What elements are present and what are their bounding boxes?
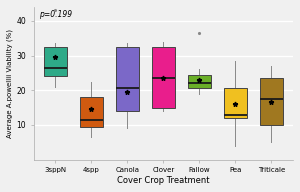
- Bar: [188, 75, 211, 89]
- Bar: [260, 78, 283, 125]
- Bar: [224, 89, 247, 118]
- Text: p=0.199: p=0.199: [39, 10, 72, 19]
- Bar: [44, 47, 67, 76]
- Y-axis label: Average A.powellii Viability (%): Average A.powellii Viability (%): [7, 29, 14, 138]
- Bar: [152, 47, 175, 108]
- X-axis label: Cover Crop Treatment: Cover Crop Treatment: [117, 176, 210, 185]
- Bar: [80, 97, 103, 127]
- Bar: [116, 47, 139, 111]
